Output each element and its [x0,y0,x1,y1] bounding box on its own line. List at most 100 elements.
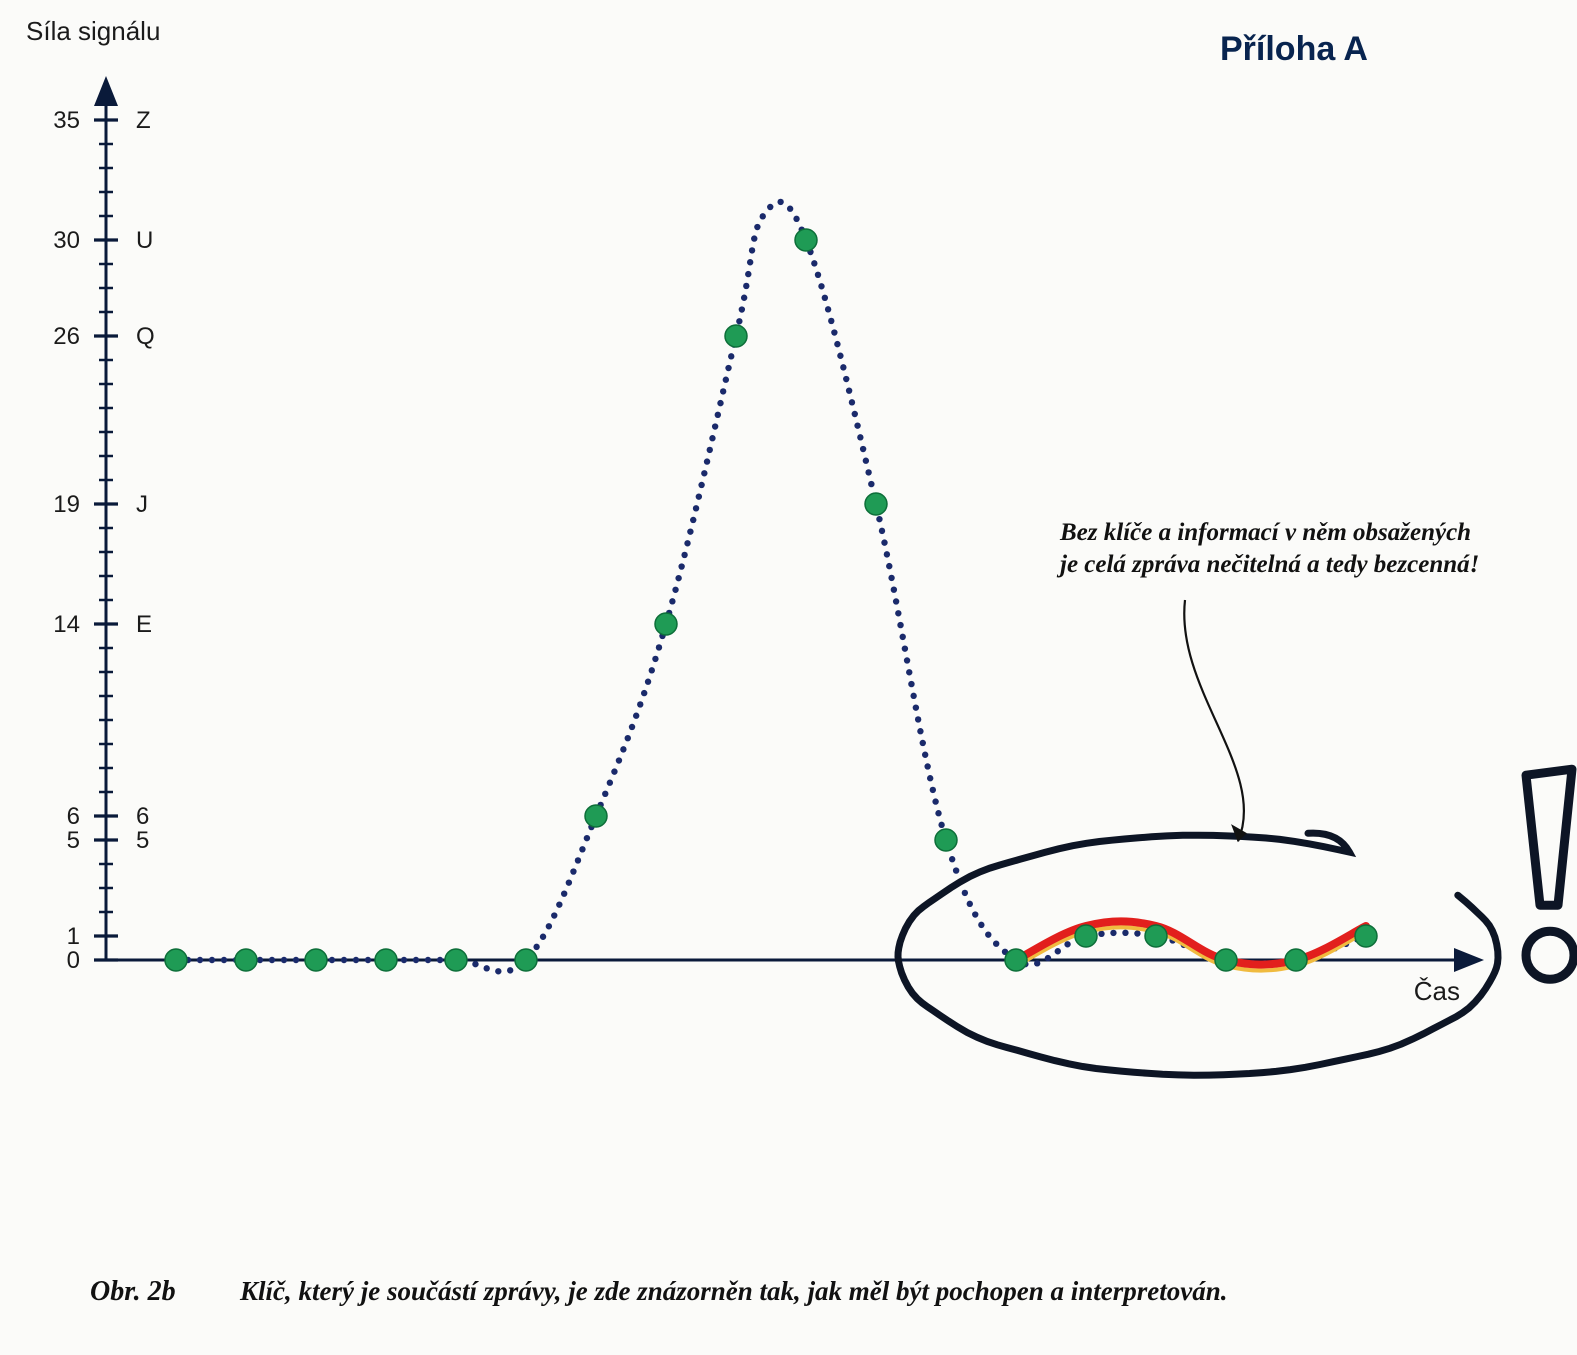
curve-dot [607,780,613,786]
curve-dot [972,911,978,917]
caption-label: Obr. 2b [90,1276,176,1307]
curve-dot [846,387,852,393]
y-tick-letter: U [136,227,153,254]
curve-dot [649,667,655,673]
curve-dot [863,458,869,464]
curve-dot [281,957,287,963]
curve-dot [672,587,678,593]
data-point [865,493,887,515]
curve-dot [920,740,926,746]
curve-dot [293,957,299,963]
curve-dot [540,934,546,940]
curve-dot [915,716,921,722]
y-tick-letter: Q [136,323,155,350]
data-point [1145,925,1167,947]
curve-dot [701,470,707,476]
curve-dot [949,856,955,862]
curve-dot [834,341,840,347]
curve-dot [865,469,871,475]
curve-dot [633,713,639,719]
curve-dot [811,260,817,266]
curve-dot [693,505,699,511]
chart-background [0,0,1577,1355]
curve-dot [741,295,747,301]
curve-dot [818,283,824,289]
curve-dot [917,728,923,734]
data-point [795,229,817,251]
y-tick-letter: 6 [136,803,149,830]
curve-dot [745,271,751,277]
curve-dot [704,458,710,464]
curve-dot [575,857,581,863]
curve-dot [1064,941,1070,947]
curve-dot [507,967,513,973]
xaxis-title: Čas [1414,976,1460,1006]
curve-dot [566,879,572,885]
curve-dot [1045,955,1051,961]
curve-dot [197,957,203,963]
data-point [165,949,187,971]
curve-dot [707,447,713,453]
curve-dot [932,798,938,804]
data-point [1215,949,1237,971]
curve-dot [656,644,662,650]
curve-dot [611,768,617,774]
data-point [445,949,467,971]
data-point [1075,925,1097,947]
curve-dot [962,890,968,896]
curve-dot [879,528,885,534]
curve-dot [837,353,843,359]
curve-dot [698,482,704,488]
curve-dot [209,957,215,963]
curve-dot [895,610,901,616]
curve-dot [678,563,684,569]
curve-dot [579,846,585,852]
curve-dot [437,957,443,963]
curve-dot [329,957,335,963]
data-point [585,805,607,827]
curve-dot [472,961,478,967]
curve-dot [922,752,928,758]
y-tick-number: 1 [67,923,80,950]
curve-dot [822,295,828,301]
curve-dot [754,224,760,230]
curve-dot [681,552,687,558]
y-tick-letter: E [136,611,152,638]
curve-dot [570,868,576,874]
curve-dot [777,199,783,205]
y-tick-number: 0 [67,947,80,974]
curve-dot [751,235,757,241]
curve-dot [625,735,631,741]
curve-dot [341,957,347,963]
caption-text: Klíč, který je součástí zprávy, je zde z… [239,1276,1227,1306]
curve-dot [927,775,933,781]
curve-dot [749,247,755,253]
curve-dot [924,763,930,769]
curve-dot [637,701,643,707]
y-tick-number: 14 [53,611,80,638]
curve-dot [413,957,419,963]
curve-dot [736,318,742,324]
curve-dot [720,388,726,394]
y-tick-number: 6 [67,803,80,830]
data-point [1355,925,1377,947]
curve-dot [401,957,407,963]
curve-dot [269,957,275,963]
curve-dot [495,968,501,974]
data-point [305,949,327,971]
y-tick-letter: Z [136,107,151,134]
curve-dot [825,306,831,312]
curve-dot [652,656,658,662]
curve-dot [897,622,903,628]
curve-dot [881,539,887,545]
curve-dot [815,272,821,278]
curve-dot [690,517,696,523]
y-tick-number: 26 [53,323,80,350]
data-point [375,949,397,971]
curve-dot [993,940,999,946]
curve-dot [425,957,431,963]
curve-dot [353,957,359,963]
curve-dot [629,724,635,730]
curve-dot [967,901,973,907]
curve-dot [743,283,749,289]
